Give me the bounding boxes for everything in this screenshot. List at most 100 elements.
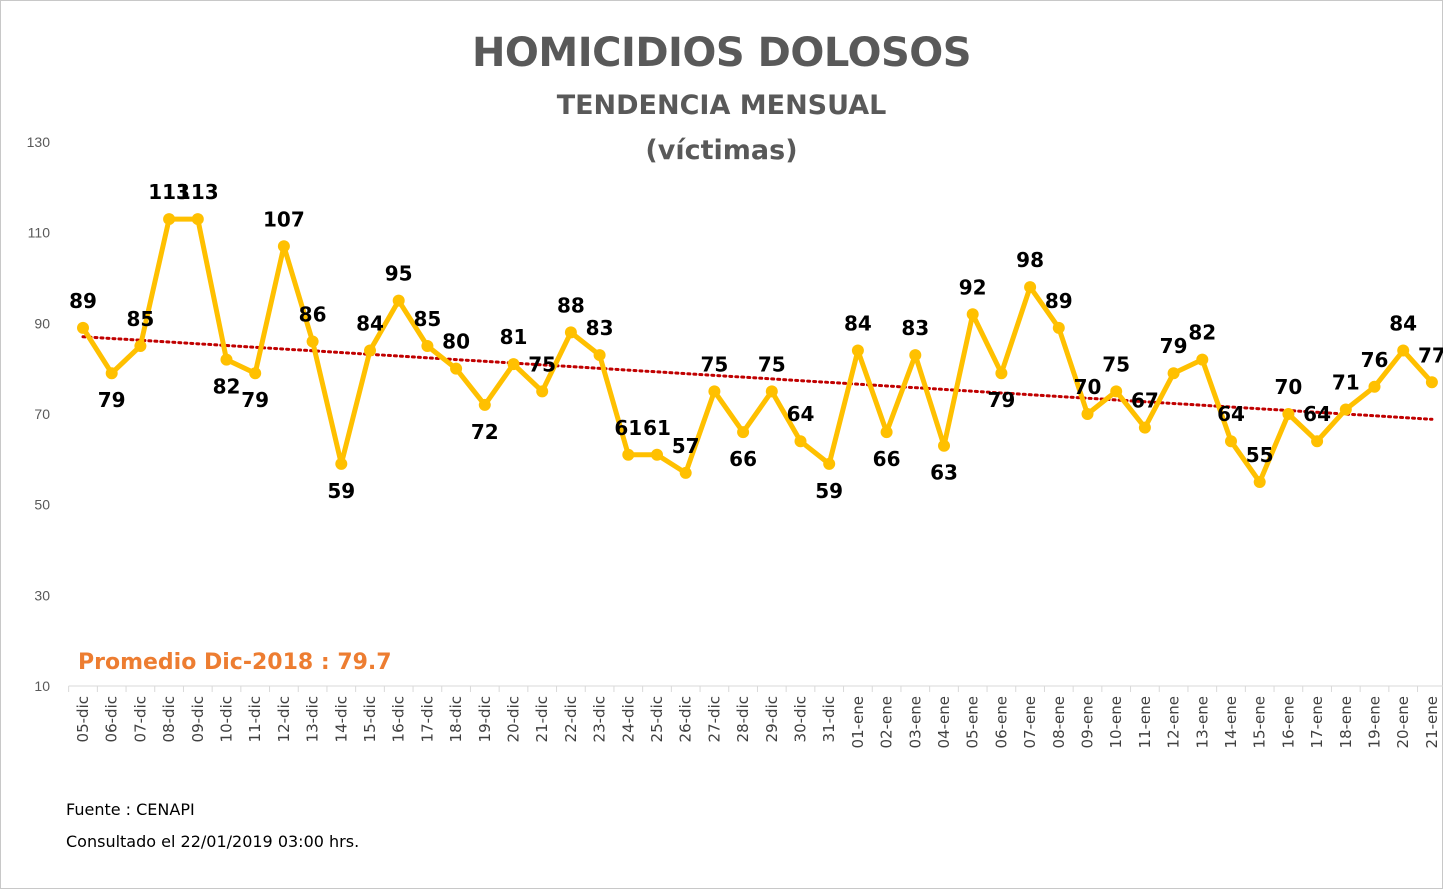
data-point <box>1196 353 1209 366</box>
x-tick-label: 26-dic <box>677 696 695 742</box>
data-point <box>1225 435 1237 448</box>
x-tick-label: 29-dic <box>763 696 781 742</box>
data-label: 85 <box>413 307 441 331</box>
y-tick-label: 50 <box>34 497 50 513</box>
data-label: 61 <box>614 416 642 440</box>
x-tick-label: 16-ene <box>1279 696 1297 748</box>
data-label: 92 <box>959 275 987 299</box>
x-tick-label: 17-dic <box>418 696 436 742</box>
data-point <box>1425 376 1438 389</box>
data-label: 59 <box>815 479 843 503</box>
data-label: 79 <box>98 388 126 412</box>
data-label: 66 <box>729 447 757 471</box>
data-label: 57 <box>672 434 700 458</box>
x-tick-label: 20-ene <box>1394 696 1412 748</box>
x-tick-label: 15-ene <box>1251 696 1269 748</box>
data-label: 80 <box>442 330 470 354</box>
data-point <box>794 435 807 448</box>
data-label: 77 <box>1418 343 1443 367</box>
x-tick-label: 18-ene <box>1337 696 1355 748</box>
data-label: 55 <box>1246 443 1274 467</box>
data-point <box>765 385 778 398</box>
x-tick-label: 01-ene <box>849 696 867 748</box>
x-tick-label: 25-dic <box>648 696 666 742</box>
data-point <box>478 398 491 411</box>
data-point <box>220 353 233 366</box>
data-point <box>995 367 1008 380</box>
data-label: 85 <box>126 307 154 331</box>
x-tick-label: 14-ene <box>1222 696 1240 748</box>
y-tick-label: 110 <box>28 225 51 241</box>
data-point <box>966 308 979 321</box>
data-label: 113 <box>177 180 219 204</box>
data-label: 113 <box>148 180 190 204</box>
data-point <box>105 367 118 380</box>
data-point <box>277 240 290 253</box>
x-tick-label: 07-ene <box>1021 696 1039 748</box>
x-tick-label: 05-ene <box>964 696 982 748</box>
data-point <box>421 340 434 352</box>
x-tick-label: 10-ene <box>1107 696 1125 748</box>
y-axis: 10 30 50 70 90 110 130 <box>27 134 51 694</box>
x-tick-label: 30-dic <box>792 696 810 742</box>
data-label: 79 <box>1160 334 1188 358</box>
data-point <box>1311 435 1324 448</box>
chart-subtitle: TENDENCIA MENSUAL <box>556 90 887 121</box>
data-label: 75 <box>758 352 786 376</box>
x-tick-label: 19-dic <box>476 696 494 742</box>
data-point <box>134 340 147 352</box>
trendline <box>81 335 1434 421</box>
x-tick-label: 10-dic <box>218 696 236 742</box>
data-label: 75 <box>1102 352 1130 376</box>
data-label: 70 <box>1074 375 1102 399</box>
data-point <box>1024 281 1037 294</box>
data-point <box>909 349 922 362</box>
data-point <box>1282 408 1295 420</box>
x-axis: 05-dic 06-dic 07-dic 08-dic 09-dic 10-dic 11-d… <box>68 685 1443 748</box>
y-tick-label: 30 <box>34 587 50 603</box>
data-label: 86 <box>299 302 327 326</box>
x-tick-label: 19-ene <box>1366 696 1384 748</box>
x-tick-label: 09-ene <box>1079 696 1097 748</box>
x-tick-label: 08-dic <box>160 696 178 742</box>
data-label: 88 <box>557 293 585 317</box>
x-tick-label: 02-ene <box>878 696 896 748</box>
data-point <box>1138 421 1151 434</box>
x-tick-label: 21-dic <box>533 696 551 742</box>
data-label: 89 <box>1045 289 1073 313</box>
data-point <box>306 335 319 348</box>
data-point <box>77 321 89 334</box>
x-tick-label: 12-ene <box>1165 696 1183 748</box>
data-label: 66 <box>873 447 901 471</box>
x-tick-label: 09-dic <box>189 696 207 742</box>
data-point <box>1081 408 1094 420</box>
data-point <box>1110 385 1123 398</box>
data-label: 84 <box>844 312 872 336</box>
data-label: 64 <box>1217 402 1245 426</box>
x-tick-label: 07-dic <box>131 696 149 742</box>
data-point <box>938 439 950 452</box>
x-tick-label: 13-ene <box>1193 696 1211 748</box>
data-point <box>651 448 663 461</box>
data-label: 79 <box>241 388 269 412</box>
y-tick-label: 130 <box>27 134 51 150</box>
x-tick-label: 17-ene <box>1308 696 1326 748</box>
data-label: 61 <box>643 416 671 440</box>
x-tick-label: 28-dic <box>734 696 752 742</box>
x-tick-label: 11-ene <box>1136 696 1154 748</box>
source-note: Fuente : CENAPI <box>66 800 195 819</box>
x-tick-label: 05-dic <box>74 696 92 742</box>
data-label: 63 <box>930 461 958 485</box>
data-point <box>1339 403 1352 416</box>
data-label: 70 <box>1274 375 1302 399</box>
data-point <box>737 426 750 439</box>
data-point <box>851 344 864 357</box>
data-point <box>335 457 348 470</box>
data-label: 95 <box>385 262 413 286</box>
data-labels: 8979851131138279107865984958580728175888… <box>69 180 1443 503</box>
data-point <box>1397 344 1410 357</box>
data-label: 84 <box>1389 312 1417 336</box>
x-tick-label: 24-dic <box>619 696 637 742</box>
data-point <box>708 385 721 398</box>
